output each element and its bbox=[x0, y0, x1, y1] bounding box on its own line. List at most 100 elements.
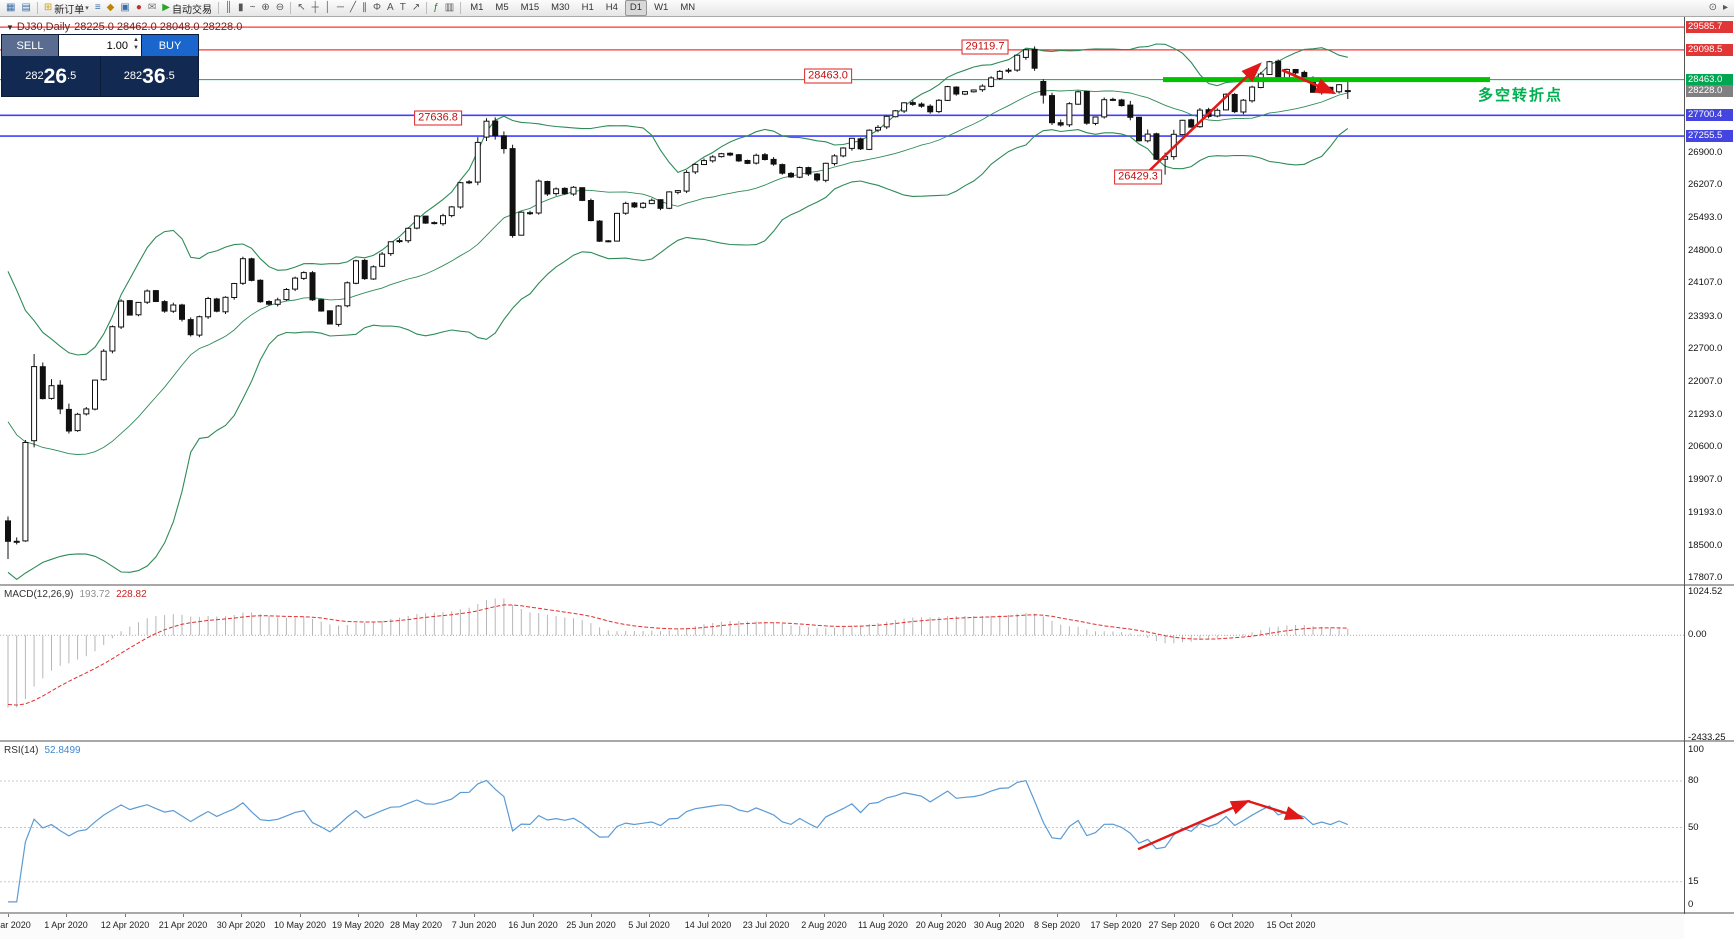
rsi-axis-tick: 50 bbox=[1688, 822, 1699, 833]
timeframe-d1[interactable]: D1 bbox=[624, 0, 648, 16]
buy-button[interactable]: BUY bbox=[142, 35, 198, 56]
rsi-axis-tick: 0 bbox=[1688, 899, 1694, 910]
auto-trading-button[interactable]: ▶ 自动交易 bbox=[160, 1, 214, 16]
arrows-icon[interactable]: ↗ bbox=[410, 1, 422, 16]
mailbox-icon[interactable]: ✉ bbox=[146, 1, 158, 16]
volume-value: 1.00 bbox=[106, 39, 128, 52]
volume-input[interactable]: 1.00 ▲ ▼ bbox=[58, 35, 142, 56]
timeframe-h1[interactable]: H1 bbox=[581, 2, 594, 13]
crosshair-icon: ┼ bbox=[311, 2, 319, 13]
chart-shift-icon: ▸ bbox=[1722, 2, 1728, 13]
date-tick bbox=[1291, 914, 1292, 917]
timeframe-w1[interactable]: W1 bbox=[654, 2, 669, 13]
crosshair-icon[interactable]: ┼ bbox=[310, 1, 321, 16]
terminal-icon[interactable]: ▣ bbox=[118, 1, 131, 16]
line-chart-icon: ~ bbox=[249, 2, 256, 13]
toolbar-right-group: ⊙ ▸ bbox=[1706, 1, 1731, 16]
timeframe-mn[interactable]: MN bbox=[680, 2, 696, 13]
timeframe-m30[interactable]: M30 bbox=[551, 2, 570, 13]
macd-axis-tick: 0.00 bbox=[1688, 629, 1707, 640]
label-icon[interactable]: T bbox=[398, 1, 408, 16]
templates-icon[interactable]: ▥ bbox=[443, 1, 456, 16]
market-watch-icon: ≡ bbox=[94, 2, 101, 13]
price-annotation: 29119.7 bbox=[961, 39, 1009, 55]
vertical-line-icon[interactable]: │ bbox=[323, 1, 333, 16]
spinner-up-icon[interactable]: ▲ bbox=[133, 37, 139, 43]
panel-separator[interactable] bbox=[0, 912, 1734, 914]
line-chart-icon[interactable]: ~ bbox=[248, 1, 258, 16]
date-label: 17 Sep 2020 bbox=[1090, 920, 1142, 930]
cursor-icon[interactable]: ↖ bbox=[295, 1, 307, 16]
tick-chart-icon[interactable]: ▤ bbox=[19, 1, 32, 16]
panel-separator[interactable] bbox=[0, 740, 1734, 742]
date-tick bbox=[941, 914, 942, 917]
buy-price[interactable]: 282 36.5 bbox=[99, 56, 199, 96]
new-order-button[interactable]: ⊞ 新订单 ▾ bbox=[42, 1, 91, 16]
sell-button[interactable]: SELL bbox=[2, 35, 58, 56]
date-label: 11 Aug 2020 bbox=[858, 920, 908, 930]
date-axis[interactable]: 3 Mar 2020 1 Apr 2020 12 Apr 2020 21 Apr 20… bbox=[0, 914, 1684, 939]
date-tick bbox=[708, 914, 709, 917]
date-label: 20 Aug 2020 bbox=[915, 920, 967, 930]
volume-spinner[interactable]: ▲ ▼ bbox=[133, 37, 139, 53]
tick-chart-icon: ▤ bbox=[21, 2, 31, 13]
price-annotation: 27636.8 bbox=[414, 110, 462, 126]
sell-price[interactable]: 282 26.5 bbox=[25, 64, 77, 88]
date-label: 28 May 2020 bbox=[389, 920, 443, 930]
date-tick bbox=[416, 914, 417, 917]
candlestick-icon[interactable]: ▮ bbox=[236, 1, 246, 16]
trendline-icon[interactable]: ╱ bbox=[348, 1, 358, 16]
toolbar-separator bbox=[217, 2, 219, 14]
price-axis[interactable]: 26900.0 26207.0 25493.0 24800.0 24107.0 23393… bbox=[1686, 0, 1734, 939]
spinner-down-icon[interactable]: ▼ bbox=[133, 44, 139, 51]
date-label: 19 May 2020 bbox=[331, 920, 385, 930]
date-label: 10 May 2020 bbox=[273, 920, 327, 930]
toolbar: ▦ ▤ ⊞ 新订单 ▾ ≡ ◆ ▣ ● ✉ ▶ 自动交易 ║ ▮ ~ ⊕ ⊖ ↖ ┼ │ ─ ╱ ∥ Φ A T ↗ ƒ ▥ M1 M5 M1… bbox=[0, 0, 1734, 17]
text-icon[interactable]: A bbox=[385, 1, 396, 16]
text-icon: A bbox=[387, 2, 394, 13]
date-tick bbox=[241, 914, 242, 917]
chevron-down-icon: ▾ bbox=[85, 5, 89, 12]
price-annotation: 28463.0 bbox=[804, 68, 852, 84]
timeframe-m15[interactable]: M15 bbox=[520, 2, 540, 13]
timeframe-m5[interactable]: M5 bbox=[495, 2, 509, 13]
date-tick bbox=[474, 914, 475, 917]
fibonacci-icon: Φ bbox=[373, 2, 382, 13]
timeframe-m1[interactable]: M1 bbox=[470, 2, 484, 13]
market-watch-icon[interactable]: ≡ bbox=[93, 1, 103, 16]
price-chart-canvas[interactable] bbox=[0, 0, 1685, 939]
date-label: 25 Jun 2020 bbox=[566, 920, 616, 930]
alerts-icon[interactable]: ● bbox=[134, 1, 144, 16]
date-tick bbox=[183, 914, 184, 917]
date-label: 12 Apr 2020 bbox=[100, 920, 150, 930]
chart-shift-icon[interactable]: ▸ bbox=[1721, 1, 1730, 16]
date-tick bbox=[358, 914, 359, 917]
date-tick bbox=[999, 914, 1000, 917]
horizontal-line-icon[interactable]: ─ bbox=[335, 1, 346, 16]
macd-axis-tick: -2433.25 bbox=[1688, 732, 1726, 743]
label-icon: T bbox=[399, 2, 406, 13]
zoom-out-icon[interactable]: ⊖ bbox=[274, 1, 286, 16]
charts-icon[interactable]: ▦ bbox=[4, 1, 17, 16]
date-tick bbox=[1174, 914, 1175, 917]
templates-icon: ▥ bbox=[444, 2, 455, 13]
price-tick: 17807.0 bbox=[1688, 572, 1723, 583]
zoom-out-icon: ⊖ bbox=[275, 2, 285, 13]
panel-separator[interactable] bbox=[0, 584, 1734, 586]
horizontal-line-icon: ─ bbox=[336, 2, 345, 13]
fibonacci-icon[interactable]: Φ bbox=[371, 1, 383, 16]
timeframe-h4[interactable]: H4 bbox=[605, 2, 618, 13]
indicators-icon[interactable]: ƒ bbox=[431, 1, 441, 16]
search-icon[interactable]: ⊙ bbox=[1707, 1, 1719, 16]
date-tick bbox=[1057, 914, 1058, 917]
collapse-icon[interactable]: ▼ bbox=[6, 23, 14, 32]
bar-chart-icon[interactable]: ║ bbox=[223, 1, 234, 16]
zoom-in-icon[interactable]: ⊕ bbox=[259, 1, 271, 16]
navigator-icon[interactable]: ◆ bbox=[105, 1, 117, 16]
price-tick: 24107.0 bbox=[1688, 277, 1723, 288]
price-tick: 22700.0 bbox=[1688, 343, 1723, 354]
date-label: 3 Mar 2020 bbox=[0, 920, 31, 930]
channel-icon[interactable]: ∥ bbox=[360, 1, 369, 16]
price-tick: 19907.0 bbox=[1688, 474, 1723, 485]
date-label: 21 Apr 2020 bbox=[158, 920, 208, 930]
